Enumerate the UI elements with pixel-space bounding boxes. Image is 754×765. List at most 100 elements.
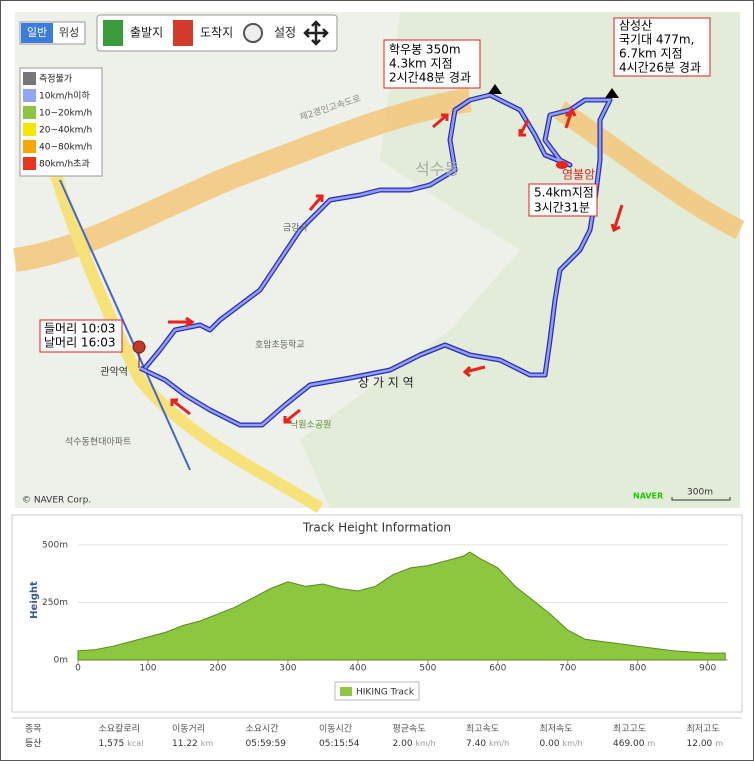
stat-unit: km/h (489, 739, 509, 748)
annotation-text: 들머리 10:03 (44, 322, 116, 336)
stat-label: 종목 (25, 724, 42, 735)
stat-unit: m (648, 739, 656, 748)
legend-label: 40~80km/h (39, 143, 92, 153)
x-tick-label: 800 (629, 664, 646, 674)
stat-number: 469.00 (613, 739, 645, 749)
stat-unit: km/h (416, 739, 436, 748)
stat-value: 2.00 km/h (393, 739, 436, 749)
x-tick-label: 600 (489, 664, 506, 674)
stat-value: 7.40 km/h (466, 739, 509, 749)
route (139, 93, 612, 427)
park-area (300, 12, 740, 508)
annotation-text: 5.4km지점 (534, 186, 594, 200)
railway (59, 179, 191, 471)
settings-icon[interactable] (243, 23, 263, 43)
stat-label: 최고속도 (466, 724, 499, 735)
toolbar-button[interactable]: 설정 (274, 26, 296, 40)
annotation-box (39, 319, 123, 353)
stat-label: 이동거리 (172, 724, 205, 735)
chart-title: Track Height Information (302, 521, 451, 535)
map-label: 호암초등학교 (255, 339, 305, 351)
legend-swatch (23, 72, 36, 85)
annotation-text: 날머리 16:03 (44, 336, 116, 350)
map-type-label[interactable]: 위성 (59, 26, 79, 39)
toolbar-button[interactable]: 도착지 (200, 26, 233, 40)
stat-unit: km/h (563, 739, 583, 748)
stat-label: 이동시간 (319, 724, 352, 735)
stat-label: 최저고도 (687, 724, 720, 735)
annotation-text: 삼성산 (619, 19, 652, 33)
annotation-box (383, 39, 481, 89)
stat-label: 평균속도 (393, 724, 426, 735)
stat-value: 1,575 kcal (99, 739, 144, 749)
y-axis-label: Height (29, 581, 40, 619)
map-label: 석수동 (415, 160, 459, 179)
direction-arrows (168, 107, 624, 424)
stat-number: 0.00 (540, 739, 560, 749)
map-label: 낙원소공원 (290, 420, 331, 431)
stat-value: 0.00 km/h (540, 739, 583, 749)
stat-number: 7.40 (466, 739, 486, 749)
pan-icon[interactable] (303, 20, 329, 46)
map-label: 관악역 (100, 366, 128, 378)
toolbar-button[interactable]: 출발지 (130, 26, 163, 40)
x-tick-label: 500 (419, 664, 436, 674)
map-type-normal[interactable] (21, 23, 53, 43)
stat-unit: kcal (127, 739, 143, 748)
highway (554, 101, 745, 239)
legend-swatch (23, 89, 36, 102)
annotation-text: 3시간31분 (534, 201, 590, 215)
stat-value: 469.00 m (613, 739, 656, 749)
y-tick-label: 250m (42, 598, 68, 608)
x-tick-label: 400 (349, 664, 366, 674)
x-tick-label: 100 (139, 664, 156, 674)
stat-number: 11.22 (172, 739, 198, 749)
map-label: 상 가 지 역 (358, 376, 414, 390)
annotation-box (528, 183, 598, 217)
annotation-text: 국기대 477m, (619, 33, 694, 47)
legend-box (334, 681, 420, 701)
x-tick-label: 200 (209, 664, 226, 674)
legend-label: HIKING Track (356, 688, 415, 698)
stat-number: 등산 (25, 738, 42, 749)
road (34, 118, 324, 514)
map-label: 금강사 (283, 223, 309, 234)
annotation-box (613, 17, 711, 77)
copyright: © NAVER Corp. (22, 496, 91, 506)
start-icon[interactable] (103, 20, 123, 46)
end-icon[interactable] (173, 20, 193, 46)
stat-number: 12.00 (687, 739, 713, 749)
stat-value: 등산 (25, 738, 42, 749)
stat-value: 05:59:59 (246, 739, 287, 749)
legend-swatch (23, 106, 36, 119)
map-label: 석수동현대아파트 (65, 437, 131, 448)
logo: NAVER (633, 492, 663, 501)
x-tick-label: 700 (559, 664, 576, 674)
y-tick-label: 0m (54, 656, 69, 666)
legend-swatch (23, 140, 36, 153)
stat-number: 1,575 (99, 739, 125, 749)
annotation-text: 2시간48분 경과 (389, 71, 471, 85)
stat-label: 최고고도 (613, 724, 646, 735)
start-marker (132, 340, 146, 369)
map-type-label[interactable]: 일반 (27, 25, 47, 39)
legend-label: 측정불가 (39, 74, 72, 85)
x-tick-label: 300 (279, 664, 296, 674)
annotation-text: 학우봉 350m (389, 43, 461, 57)
stat-value: 11.22 km (172, 739, 213, 749)
stat-label: 최저속도 (540, 724, 573, 735)
map: 일반 위성 출발지 도착지 설정 측정불가 10km/h이하 10~20km/h 20… (13, 12, 745, 514)
stat-number: 2.00 (393, 739, 413, 749)
stat-value: 12.00 m (687, 739, 724, 749)
scale-label: 300m (687, 488, 713, 498)
legend-label: 20~40km/h (39, 126, 92, 136)
annotation-text: 4.3km 지점 (389, 57, 453, 71)
stat-unit: km (201, 739, 214, 748)
stat-unit: m (715, 739, 723, 748)
legend-label: 80km/h초과 (39, 159, 90, 170)
stat-number: 05:59:59 (246, 739, 287, 749)
area (77, 551, 726, 661)
stat-label: 소요칼로리 (99, 724, 140, 735)
